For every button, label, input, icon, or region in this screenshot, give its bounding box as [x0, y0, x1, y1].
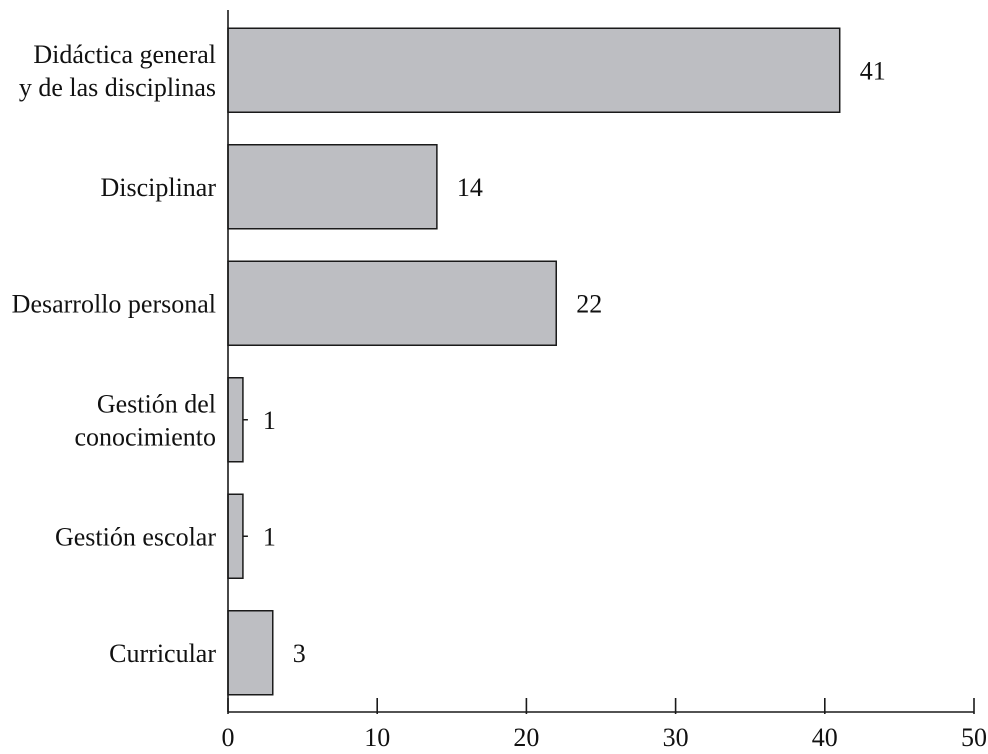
category-label-3: Gestión del conocimiento: [74, 389, 216, 451]
category-label-line: conocimiento: [74, 422, 216, 451]
x-tick-label-5: 50: [961, 723, 987, 752]
bar-3: [227, 377, 244, 463]
category-label-0: Didáctica general y de las disciplinas: [19, 40, 216, 102]
axes-layer: 0 10 20 30 40 50: [222, 10, 987, 752]
x-tick-label-0: 0: [222, 723, 235, 752]
bar-5: [227, 610, 274, 696]
data-label-4: 1: [263, 522, 276, 551]
x-tick-label-2: 20: [513, 723, 539, 752]
category-label-line: Didáctica general: [33, 40, 216, 69]
data-label-1: 14: [457, 173, 483, 202]
category-label-5: Curricular: [109, 639, 216, 668]
bar-0: [227, 27, 841, 113]
category-label-line: Curricular: [109, 639, 216, 668]
x-tick-label-3: 30: [663, 723, 689, 752]
data-labels-layer: 41 14 22 1 1 3: [242, 56, 886, 668]
category-label-4: Gestión escolar: [55, 522, 216, 551]
bars-layer: [227, 27, 841, 696]
category-labels-layer: Didáctica general y de las disciplinas Dis…: [12, 40, 217, 668]
category-label-1: Disciplinar: [100, 173, 216, 202]
data-label-3: 1: [263, 406, 276, 435]
bar-2: [227, 260, 557, 346]
x-tick-label-4: 40: [812, 723, 838, 752]
category-label-line: Disciplinar: [100, 173, 216, 202]
category-label-2: Desarrollo personal: [12, 289, 216, 318]
data-label-2: 22: [576, 289, 602, 318]
data-label-0: 41: [860, 56, 886, 85]
bar-4: [227, 493, 244, 579]
category-label-line: Gestión escolar: [55, 522, 216, 551]
data-label-5: 3: [293, 639, 306, 668]
x-tick-label-1: 10: [364, 723, 390, 752]
category-label-line: Desarrollo personal: [12, 289, 216, 318]
category-label-line: y de las disciplinas: [19, 73, 216, 102]
bar-1: [227, 144, 438, 230]
category-label-line: Gestión del: [97, 389, 216, 418]
